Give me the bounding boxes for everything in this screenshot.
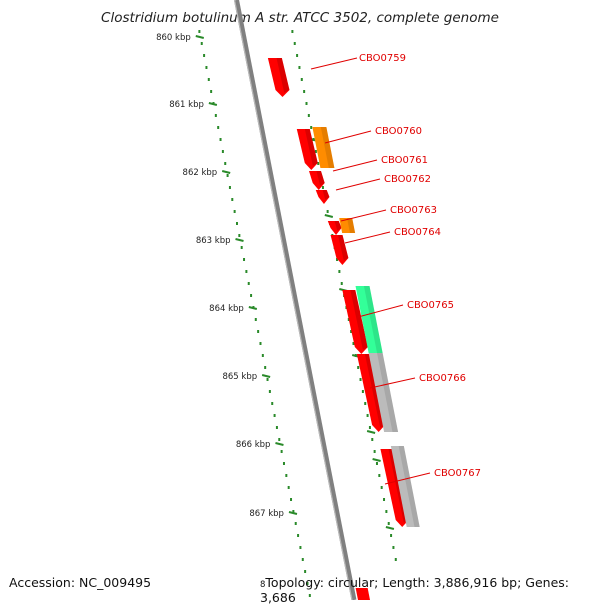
accession-text: Accession: NC_009495 [9, 575, 152, 590]
ruler-minor-tick [372, 458, 381, 462]
gene-label-text: CBO0763 [390, 205, 437, 216]
ruler-tick [235, 238, 244, 242]
gene-label-text: CBO0761 [381, 155, 428, 166]
gene-label-CBO0762: CBO0762 [335, 174, 431, 191]
ruler-minor-tick [385, 526, 395, 530]
ruler-minor-tick [366, 430, 376, 434]
ruler-tick [261, 374, 271, 378]
label-layer: CBO0759 CBO0760 CBO0761 CBO0762 CBO0763 CBO07… [310, 53, 481, 485]
gene-arrow-CBO0761 [309, 171, 325, 190]
gene-label-text: CBO0760 [375, 126, 422, 137]
ruler-layer: 860 kbp 861 kbp 862 kbp 863 kbp 864 kbp 865 k… [156, 30, 397, 597]
gene-arrow-partial [355, 588, 370, 600]
gene-label-CBO0765: CBO0765 [357, 300, 454, 318]
ruler-tick [195, 35, 205, 39]
ruler-tick-label: 864 kbp [209, 304, 244, 314]
feature-block [390, 446, 420, 527]
genome-backbone [234, 0, 357, 600]
gene-label-CBO0761: CBO0761 [332, 155, 428, 172]
ruler-tick-label: 866 kbp [236, 440, 271, 450]
ruler-tick [248, 306, 258, 310]
feature-block [355, 286, 383, 353]
gene-label-CBO0766: CBO0766 [369, 373, 466, 389]
gene-label-text: CBO0765 [407, 300, 454, 311]
ruler-tick-label: 862 kbp [183, 168, 218, 178]
ruler-tick [208, 102, 218, 106]
gene-label-text: CBO0762 [384, 174, 431, 185]
ruler-tick-label: 867 kbp [249, 509, 284, 519]
gene-arrow-CBO0759 [267, 58, 290, 97]
gene-label-CBO0763: CBO0763 [340, 205, 437, 222]
ruler-track-inner [198, 30, 311, 597]
partial-tick-label: 8 [260, 580, 266, 590]
map-title: Clostridium botulinum A str. ATCC 3502, … [101, 10, 499, 26]
gene-arrow-CBO0762 [315, 190, 330, 204]
gene-arrow-CBO0765 [342, 290, 368, 354]
ruler-tick-label: 860 kbp [156, 33, 191, 43]
ruler-tick [288, 511, 298, 515]
feature-block [368, 353, 399, 432]
ruler-tick [275, 442, 284, 446]
ruler-tick [221, 170, 231, 174]
gene-label-text: CBO0759 [359, 53, 406, 64]
gene-arrow-CBO0763 [327, 221, 342, 235]
ruler-tick-label: 863 kbp [196, 236, 231, 246]
gene-label-CBO0760: CBO0760 [324, 126, 422, 144]
topology-text: 8Topology: circular; Length: 3,886,916 b… [260, 575, 600, 605]
backbone-layer [233, 0, 357, 600]
topology-summary: Topology: circular; Length: 3,886,916 bp… [260, 575, 570, 605]
gene-label-text: CBO0764 [394, 227, 441, 238]
gene-label-CBO0767: CBO0767 [384, 468, 481, 485]
feature-block [339, 218, 356, 233]
gene-label-text: CBO0767 [434, 468, 481, 479]
gene-label-text: CBO0766 [419, 373, 466, 384]
feature-block [312, 127, 335, 168]
gene-label-CBO0759: CBO0759 [310, 53, 406, 70]
gene-arrow-CBO0760 [296, 129, 318, 170]
ruler-minor-tick [324, 214, 334, 218]
ruler-tick-label: 865 kbp [222, 372, 257, 382]
gene-label-CBO0764: CBO0764 [344, 227, 441, 244]
genome-backbone-highlight [233, 0, 353, 600]
feature-layer [267, 58, 420, 600]
ruler-tick-label: 861 kbp [169, 100, 204, 110]
gene-arrow-CBO0764 [330, 235, 349, 265]
